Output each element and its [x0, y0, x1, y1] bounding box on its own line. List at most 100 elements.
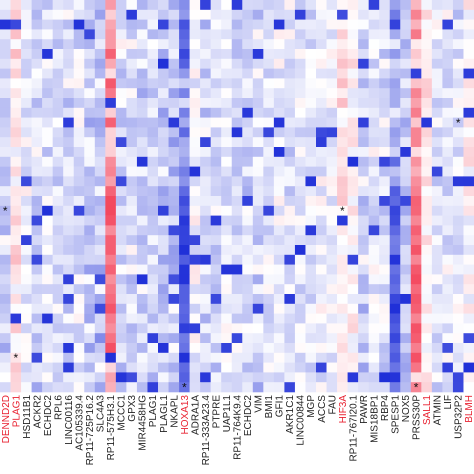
heatmap-cell [431, 225, 443, 236]
heatmap-cell [105, 9, 117, 20]
heatmap-cell [84, 68, 96, 79]
heatmap-cell [0, 205, 11, 216]
heatmap-cell [431, 284, 443, 295]
heatmap-cell [73, 156, 85, 167]
heatmap-cell [389, 176, 401, 187]
heatmap-cell [252, 235, 264, 246]
heatmap-cell [316, 343, 327, 354]
heatmap-cell [115, 39, 127, 50]
heatmap-cell [358, 352, 369, 363]
heatmap-cell [0, 166, 11, 177]
heatmap-cell [200, 205, 211, 216]
heatmap-cell [31, 186, 43, 197]
heatmap-cell [379, 19, 391, 30]
heatmap-cell [158, 245, 169, 256]
column-label: SPESP1 [391, 395, 402, 434]
heatmap-cell [221, 225, 233, 236]
heatmap-cell [347, 264, 359, 275]
heatmap-cell [21, 176, 32, 187]
heatmap-cell [147, 88, 159, 99]
heatmap-cell [10, 78, 22, 89]
heatmap-cell [179, 284, 190, 295]
heatmap-cell [431, 147, 443, 158]
heatmap-cell [463, 254, 474, 265]
heatmap-cell [379, 333, 391, 344]
heatmap-cell [263, 186, 275, 197]
heatmap-cell [347, 127, 359, 138]
heatmap-cell [337, 186, 348, 197]
heatmap-cell [305, 186, 317, 197]
heatmap-cell [31, 264, 43, 275]
heatmap-cell [0, 284, 11, 295]
heatmap-cell [168, 156, 180, 167]
heatmap-cell [463, 49, 474, 60]
heatmap-cell [189, 107, 201, 118]
heatmap-cell [294, 176, 306, 187]
heatmap-cell [10, 274, 22, 285]
heatmap-cell [210, 19, 222, 30]
heatmap-cell [105, 362, 117, 373]
heatmap-cell [242, 382, 254, 393]
heatmap-cell [242, 313, 254, 324]
heatmap-cell [284, 225, 296, 236]
heatmap-cell [21, 284, 32, 295]
heatmap-cell [31, 294, 43, 305]
heatmap-cell [31, 88, 43, 99]
heatmap-cell [126, 362, 138, 373]
heatmap-cell [284, 254, 296, 265]
heatmap-cell [305, 225, 317, 236]
heatmap-cell [31, 333, 43, 344]
column-label: ACKR2 [32, 395, 43, 429]
heatmap-cell [263, 78, 275, 89]
heatmap-cell [200, 323, 211, 334]
column-label: SLC4A3 [96, 395, 107, 433]
heatmap-cell [94, 58, 106, 69]
heatmap-cell [126, 205, 138, 216]
heatmap-cell [326, 225, 338, 236]
heatmap-cell [389, 98, 401, 109]
heatmap-cell [326, 274, 338, 285]
heatmap-cell [221, 343, 233, 354]
heatmap-cell [337, 382, 348, 393]
heatmap-cell [326, 323, 338, 334]
heatmap-cell [168, 215, 180, 226]
heatmap-cell [63, 29, 75, 40]
heatmap-cell [242, 215, 254, 226]
heatmap-cell [252, 19, 264, 30]
heatmap-cell [158, 205, 169, 216]
heatmap-cell [221, 127, 233, 138]
heatmap-cell [463, 107, 474, 118]
heatmap-cell [52, 196, 64, 207]
heatmap-cell [284, 186, 296, 197]
heatmap-cell [316, 78, 327, 89]
heatmap-cell [63, 9, 75, 20]
heatmap-cell [431, 117, 443, 128]
heatmap-cell [284, 107, 296, 118]
column-label: UAP1L1 [222, 395, 233, 433]
heatmap-cell [115, 284, 127, 295]
heatmap-cell [358, 264, 369, 275]
heatmap-cell [126, 58, 138, 69]
heatmap-cell [326, 245, 338, 256]
heatmap-cell [10, 313, 22, 324]
heatmap-cell [84, 29, 96, 40]
heatmap-cell [368, 352, 380, 363]
heatmap-cell [221, 29, 233, 40]
heatmap-cell [10, 58, 22, 69]
heatmap-cell [168, 29, 180, 40]
heatmap-cell [358, 176, 369, 187]
heatmap-cell [263, 137, 275, 148]
column-label: PRSS30P [412, 395, 423, 440]
heatmap-cell [231, 235, 243, 246]
heatmap-cell [242, 88, 254, 99]
heatmap-cell [42, 333, 53, 344]
heatmap-cell [316, 58, 327, 69]
heatmap-cell [294, 127, 306, 138]
heatmap-cell [337, 19, 348, 30]
heatmap-cell [379, 215, 391, 226]
heatmap-cell [158, 303, 169, 314]
heatmap-cell [0, 29, 11, 40]
heatmap-cell [442, 333, 454, 344]
heatmap-cell [263, 176, 275, 187]
heatmap-cell [442, 0, 454, 11]
